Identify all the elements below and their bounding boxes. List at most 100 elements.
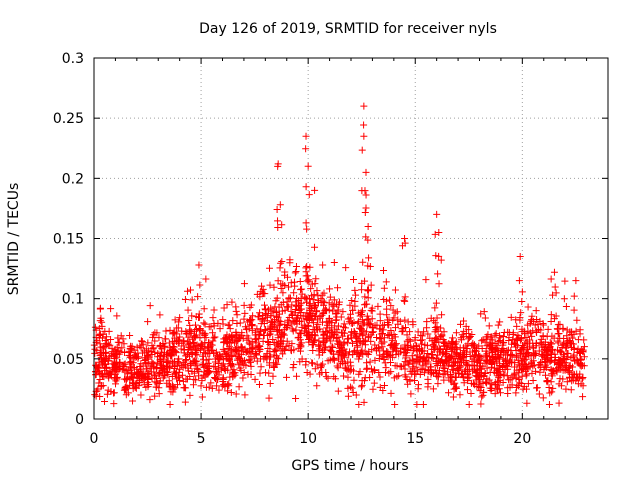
- data-point: [377, 325, 385, 333]
- data-point: [144, 383, 152, 391]
- data-point: [396, 362, 404, 370]
- data-point: [463, 361, 471, 369]
- data-point: [547, 311, 555, 319]
- data-point: [556, 375, 564, 383]
- data-point: [401, 297, 409, 305]
- data-point: [508, 351, 516, 359]
- data-point: [216, 325, 224, 333]
- data-point: [274, 162, 282, 170]
- data-point: [570, 370, 578, 378]
- data-point: [493, 367, 501, 375]
- data-point: [296, 329, 304, 337]
- data-point: [572, 277, 580, 285]
- data-point: [315, 351, 323, 359]
- data-point: [468, 330, 476, 338]
- data-point: [550, 334, 558, 342]
- x-tick-label: 20: [513, 431, 531, 447]
- data-point: [110, 389, 118, 397]
- data-point: [151, 392, 159, 400]
- data-point: [163, 379, 171, 387]
- data-point: [562, 356, 570, 364]
- data-point: [187, 286, 195, 294]
- data-point: [265, 264, 273, 272]
- data-point: [319, 297, 327, 305]
- data-point: [456, 391, 464, 399]
- data-point: [183, 287, 191, 295]
- data-point: [96, 330, 104, 338]
- data-point: [371, 356, 379, 364]
- data-point: [570, 306, 578, 314]
- data-point: [298, 290, 306, 298]
- data-point: [457, 320, 465, 328]
- y-axis-ticks: 0 0.05 0.1 0.15 0.2 0.25 0.3: [53, 51, 608, 428]
- data-point: [353, 342, 361, 350]
- data-point: [347, 310, 355, 318]
- data-point: [427, 314, 435, 322]
- data-point: [314, 292, 322, 300]
- data-point: [215, 386, 223, 394]
- data-point: [356, 349, 364, 357]
- data-point: [304, 322, 312, 330]
- data-point: [532, 339, 540, 347]
- data-point: [235, 383, 243, 391]
- data-point: [157, 358, 165, 366]
- data-point: [224, 337, 232, 345]
- data-point: [414, 356, 422, 364]
- data-point: [455, 365, 463, 373]
- data-point: [212, 348, 220, 356]
- data-point: [127, 345, 135, 353]
- data-point: [548, 353, 556, 361]
- data-point: [513, 335, 521, 343]
- data-point: [442, 357, 450, 365]
- data-point: [380, 284, 388, 292]
- data-point: [144, 318, 152, 326]
- data-point: [562, 385, 570, 393]
- data-point: [414, 328, 422, 336]
- data-point: [146, 396, 154, 404]
- data-point: [409, 321, 417, 329]
- data-point: [349, 388, 357, 396]
- data-point: [193, 362, 201, 370]
- data-point: [431, 304, 439, 312]
- data-point: [121, 360, 129, 368]
- data-point: [514, 331, 522, 339]
- data-point: [320, 289, 328, 297]
- data-point: [401, 365, 409, 373]
- data-point: [278, 221, 286, 229]
- data-point: [494, 321, 502, 329]
- data-point: [407, 390, 415, 398]
- data-point: [562, 302, 570, 310]
- data-point: [515, 361, 523, 369]
- data-point: [322, 373, 330, 381]
- data-point: [277, 340, 285, 348]
- data-point: [245, 325, 253, 333]
- data-point: [330, 373, 338, 381]
- data-point: [452, 384, 460, 392]
- data-point: [402, 324, 410, 332]
- data-point: [160, 362, 168, 370]
- data-point: [516, 379, 524, 387]
- data-point: [446, 376, 454, 384]
- x-tick-label: 15: [406, 431, 424, 447]
- data-point: [360, 102, 368, 110]
- data-point: [322, 305, 330, 313]
- data-point: [579, 393, 587, 401]
- data-point: [198, 329, 206, 337]
- data-point: [366, 358, 374, 366]
- data-point: [264, 345, 272, 353]
- data-point: [358, 146, 366, 154]
- data-point: [406, 376, 414, 384]
- data-point: [254, 313, 262, 321]
- data-point: [403, 331, 411, 339]
- data-point: [360, 132, 368, 140]
- data-point: [543, 378, 551, 386]
- data-point: [252, 349, 260, 357]
- data-point: [359, 307, 367, 315]
- data-point: [174, 324, 182, 332]
- data-point: [209, 337, 217, 345]
- data-point: [382, 364, 390, 372]
- data-point: [235, 347, 243, 355]
- data-point: [375, 355, 383, 363]
- data-point: [129, 374, 137, 382]
- data-point: [177, 345, 185, 353]
